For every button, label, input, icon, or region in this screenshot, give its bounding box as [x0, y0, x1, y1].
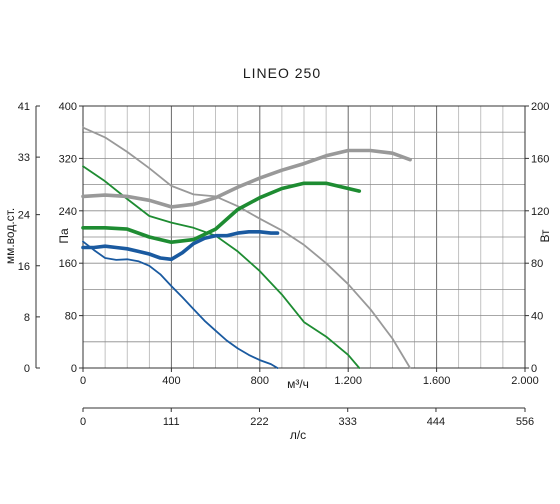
x2-axis-tick-label: 0 [80, 416, 86, 428]
y-left-outer-axis-tick-label: 24 [18, 210, 30, 222]
y-left-outer-axis-tick-label: 0 [24, 363, 30, 375]
y-axis-tick-label: 240 [59, 206, 77, 218]
x-axis-tick-label: 1.600 [423, 375, 451, 387]
y-right-axis-tick-label: 160 [531, 153, 549, 165]
x-axis-tick-label: 400 [162, 375, 180, 387]
y-axis-label: Па [57, 228, 71, 244]
y-right-axis-tick-label: 80 [531, 258, 543, 270]
x-axis-tick-label: 800 [251, 375, 269, 387]
x-axis-tick-label: 2.000 [511, 375, 539, 387]
y-right-axis-tick-label: 40 [531, 311, 543, 323]
x2-axis-tick-label: 111 [163, 416, 180, 428]
chart-title: LINEO 250 [243, 65, 321, 81]
y-left-outer-axis-tick-label: 16 [18, 261, 30, 273]
x2-axis-tick-label: 333 [339, 416, 357, 428]
x2-axis-tick-label: 556 [516, 416, 534, 428]
y-right-axis-tick-label: 200 [531, 101, 549, 113]
x-axis-label: м³/ч [287, 377, 309, 391]
y-axis-tick-label: 0 [71, 363, 77, 375]
pressure-curve [82, 126, 412, 369]
x2-axis-tick-label: 444 [427, 416, 445, 428]
power-curve [81, 181, 362, 244]
y-right-axis-tick-label: 120 [531, 206, 549, 218]
axes: 0 80 160 240 320 400 0 8 16 24 33 41 0 40 80 120 160 200 0… [18, 101, 550, 428]
y-axis-tick-label: 320 [59, 153, 77, 165]
y-axis-tick-label: 80 [65, 311, 77, 323]
y-left-outer-axis-label: мм.вод.ст. [3, 208, 17, 264]
plot-grid [82, 105, 526, 369]
power-curve [81, 230, 280, 262]
pressure-curve [82, 240, 279, 369]
y-left-outer-axis-tick-label: 8 [24, 312, 30, 324]
x-axis-tick-label: 0 [80, 375, 86, 387]
x-axis-tick-label: 1.200 [334, 375, 362, 387]
power-curve [81, 148, 412, 209]
y-right-axis-label: Вт [538, 229, 552, 243]
y-axis-tick-label: 160 [59, 258, 77, 270]
y-left-outer-axis-tick-label: 33 [18, 152, 30, 164]
y-left-outer-axis-tick-label: 41 [18, 101, 30, 113]
x2-axis-tick-label: 222 [250, 416, 268, 428]
curve-group [81, 126, 412, 369]
x2-axis-label: л/с [290, 428, 306, 442]
plot-frame [82, 105, 526, 369]
y-right-axis-tick-label: 0 [531, 363, 537, 375]
pressure-curve [82, 165, 361, 369]
y-axis-tick-label: 400 [59, 101, 77, 113]
